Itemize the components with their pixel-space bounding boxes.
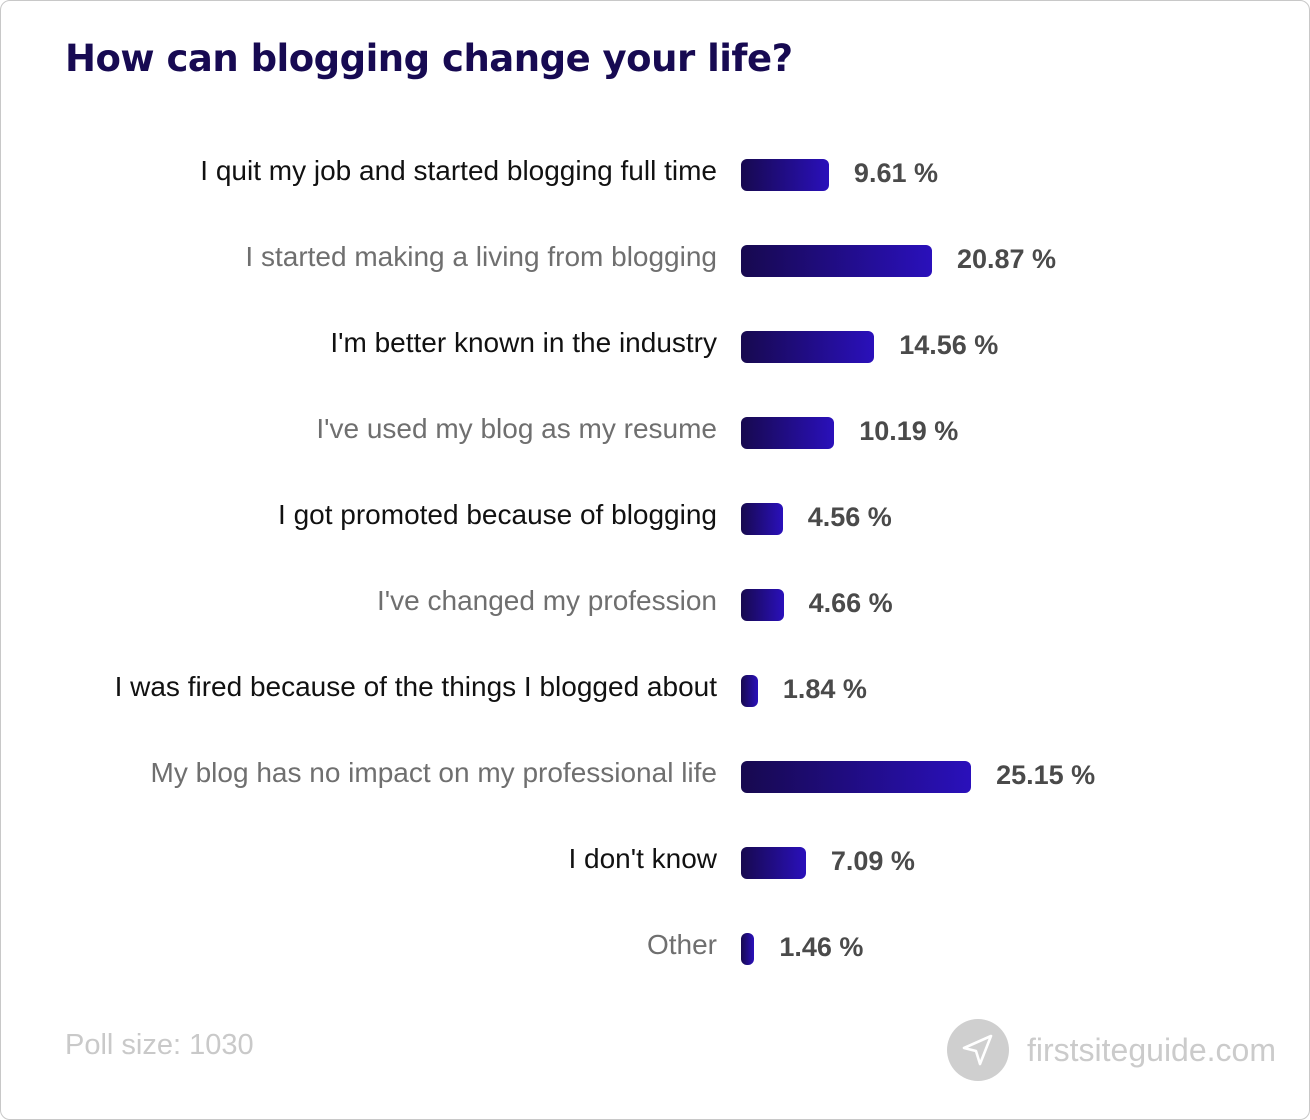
bar-value: 7.09 % [830, 846, 915, 876]
bar-label: I started making a living from blogging [245, 241, 717, 272]
bar [741, 245, 932, 277]
bar-row: I don't know 7.09 % [1, 819, 1310, 905]
bar-value: 4.56 % [807, 502, 892, 532]
bar-value: 1.46 % [779, 932, 864, 962]
poll-size: Poll size: 1030 [65, 1029, 254, 1061]
brand-name: firstsiteguide.com [1027, 1031, 1276, 1068]
bar-row: I started making a living from blogging 2… [1, 217, 1310, 303]
brand[interactable]: firstsiteguide.com [947, 1019, 1276, 1081]
bar-row: I've used my blog as my resume 10.19 % [1, 389, 1310, 475]
bar-label: I'm better known in the industry [330, 327, 717, 358]
bar-label: I got promoted because of blogging [278, 499, 717, 530]
bar-row: I got promoted because of blogging 4.56 % [1, 475, 1310, 561]
bar [741, 675, 758, 707]
bar [741, 761, 972, 793]
bar-label: My blog has no impact on my professional… [150, 757, 718, 788]
chart-title: How can blogging change your life? [65, 37, 793, 80]
bar-value: 20.87 % [956, 244, 1057, 274]
bar-label: I don't know [568, 843, 717, 874]
bar [741, 847, 806, 879]
bar-label: I've changed my profession [377, 585, 717, 616]
bar-list: I quit my job and started blogging full … [1, 131, 1310, 991]
bar-value: 25.15 % [996, 760, 1096, 790]
bar [741, 933, 755, 965]
paper-plane-icon [947, 1019, 1009, 1081]
bar-row: I've changed my profession 4.66 % [1, 561, 1310, 647]
bar [741, 417, 835, 449]
bar-value: 10.19 % [859, 416, 959, 446]
bar-label: I've used my blog as my resume [316, 413, 717, 444]
bar-row: I quit my job and started blogging full … [1, 131, 1310, 217]
bar-value: 1.84 % [782, 674, 867, 704]
bar-value: 4.66 % [808, 588, 893, 618]
bar-label: I quit my job and started blogging full … [200, 155, 717, 186]
bar-row: I was fired because of the things I blog… [1, 647, 1310, 733]
bar [741, 589, 784, 621]
bar [741, 503, 783, 535]
bar-label: I was fired because of the things I blog… [114, 671, 717, 702]
bar-value: 14.56 % [899, 330, 999, 360]
bar [741, 159, 829, 191]
bar-row: I'm better known in the industry 14.56 % [1, 303, 1310, 389]
bar-row: Other 1.46 % [1, 905, 1310, 991]
bar-value: 9.61 % [853, 158, 938, 188]
bar-label: Other [646, 929, 717, 960]
bar-row: My blog has no impact on my professional… [1, 733, 1310, 819]
bar [741, 331, 875, 363]
